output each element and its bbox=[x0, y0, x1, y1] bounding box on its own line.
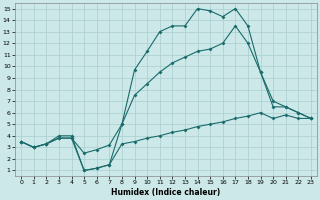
X-axis label: Humidex (Indice chaleur): Humidex (Indice chaleur) bbox=[111, 188, 221, 197]
